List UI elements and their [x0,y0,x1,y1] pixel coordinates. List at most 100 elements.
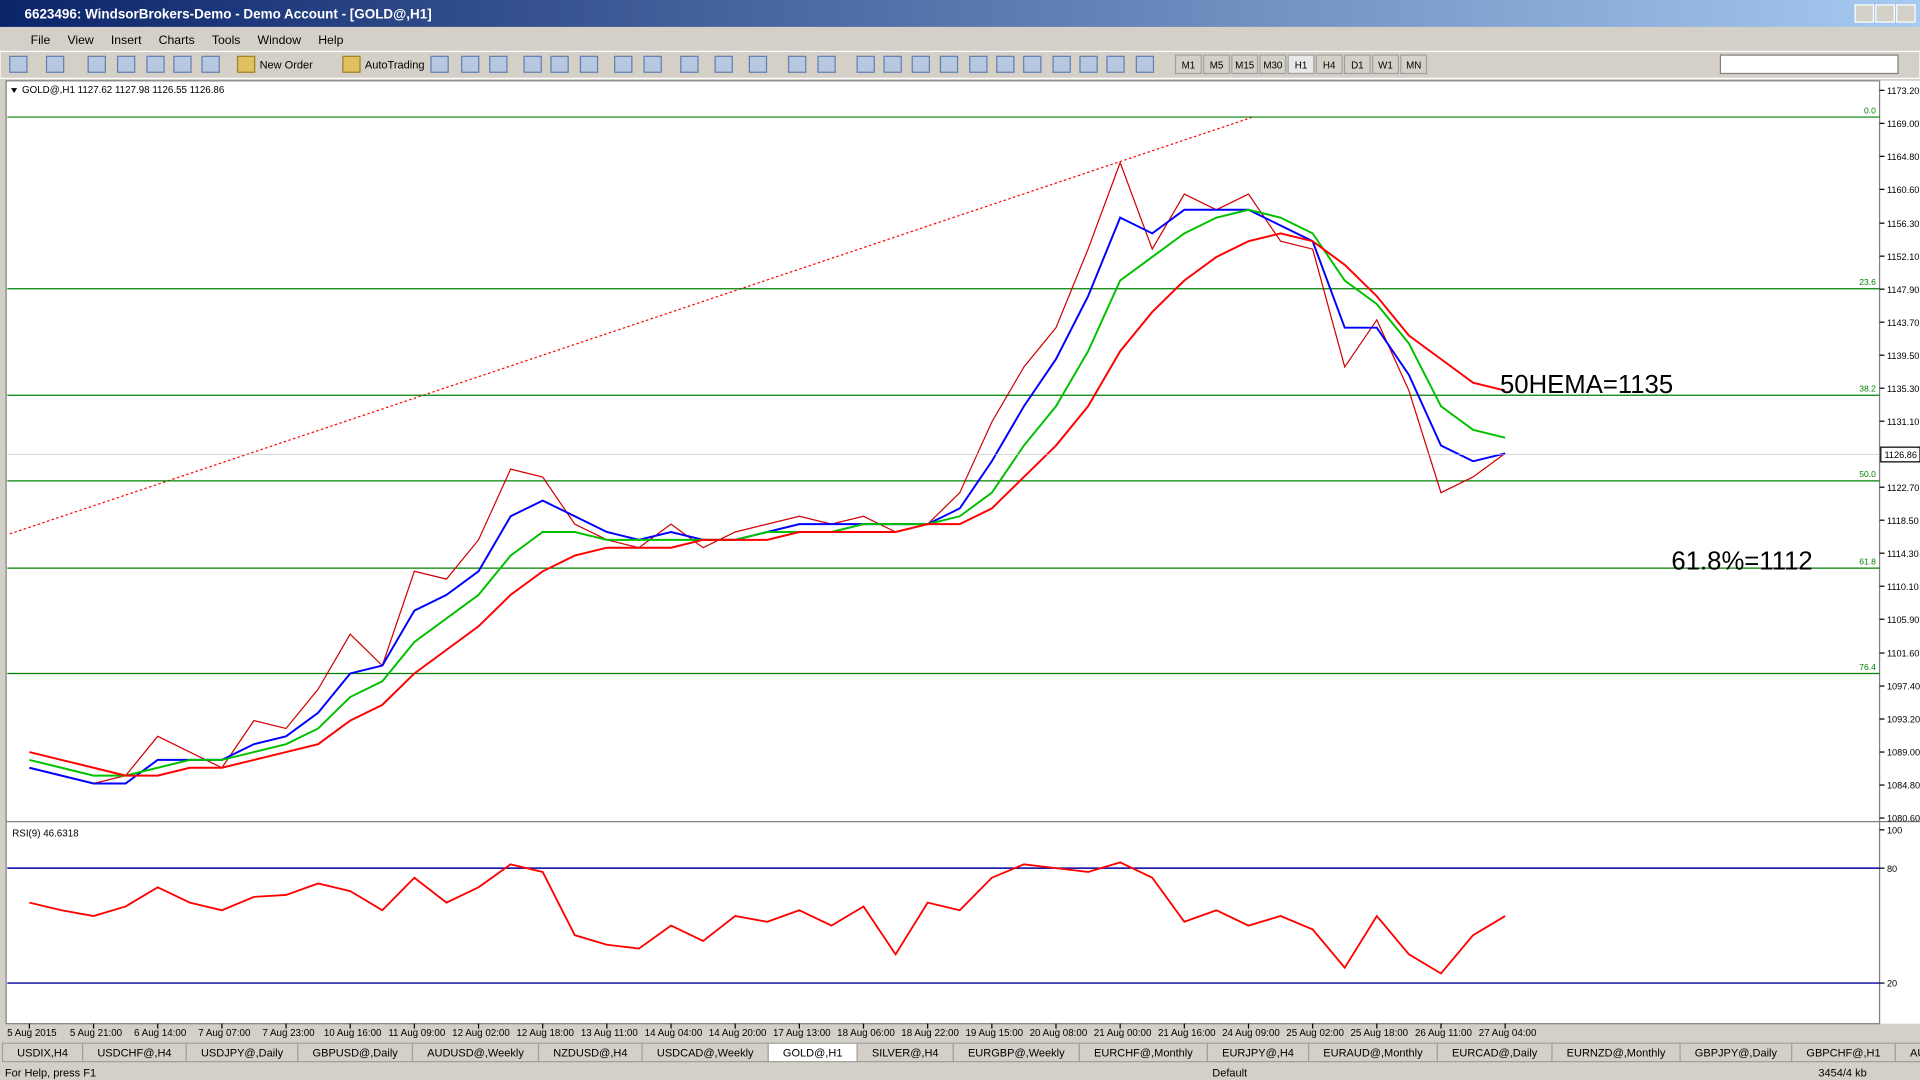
x-tick-label: 27 Aug 04:00 [1479,1028,1537,1039]
timeframe-label[interactable]: M15 [1235,61,1255,72]
x-tick-label: 17 Aug 13:00 [773,1028,831,1039]
timeframe-label[interactable]: D1 [1351,61,1364,72]
toolbar-icon[interactable] [911,55,931,73]
maximize-button[interactable] [1875,4,1895,23]
close-button[interactable] [1896,4,1916,23]
rsi-header: RSI(9) 46.6318 [12,828,79,839]
toolbar-icon[interactable] [714,55,733,73]
chart-tab-label[interactable]: AUDNZD@,Monthly [1910,1048,1920,1060]
toolbar-button[interactable]: AutoTrading [365,60,425,72]
chart-tab-label[interactable]: USDCHF@,H4 [97,1048,171,1060]
chart-tab-label[interactable]: USDIX,H4 [17,1048,68,1060]
timeframe-button[interactable] [1231,54,1259,75]
x-tick-label: 24 Aug 09:00 [1222,1028,1280,1039]
toolbar-icon[interactable] [614,55,633,73]
toolbar-icon[interactable] [680,55,699,73]
timeframe-button[interactable] [1203,54,1231,75]
x-tick-label: 7 Aug 07:00 [198,1028,251,1039]
minimize-button[interactable] [1854,4,1875,23]
chart-tab-label[interactable]: SILVER@,H4 [872,1048,939,1060]
menu-item[interactable]: File [31,33,51,47]
y-tick-label: 1131.10 [1887,417,1919,427]
menu-item[interactable]: View [67,33,93,47]
menu-item[interactable]: Help [318,33,343,47]
y-tick-label: 1122.70 [1887,483,1919,493]
y-tick-label: 1169.00 [1887,119,1919,129]
toolbar-button[interactable]: New Order [260,60,314,72]
toolbar-icon[interactable] [1023,55,1042,73]
toolbar-icon[interactable] [883,55,902,73]
timeframe-label[interactable]: M30 [1263,61,1283,72]
chart-tab-label[interactable]: EURJPY@,H4 [1222,1048,1294,1060]
timeframe-label[interactable]: M1 [1182,61,1196,72]
chart-tab-label[interactable]: EURGBP@,Weekly [968,1048,1065,1060]
chart-area [5,80,1881,1025]
toolbar-icon[interactable] [116,55,136,73]
toolbar-icon[interactable] [173,55,192,73]
timeframe-label[interactable]: M5 [1210,61,1224,72]
toolbar-icon[interactable] [969,55,988,73]
toolbar-icon[interactable] [856,55,875,73]
toolbar-icon[interactable] [146,55,165,73]
toolbar-icon[interactable] [489,55,508,73]
timeframe-button[interactable] [1287,54,1315,75]
timeframe-button[interactable] [1315,54,1343,75]
fib-label: 38.2 [1859,384,1876,394]
chart-tab-label[interactable]: USDCAD@,Weekly [657,1048,754,1060]
chart-tab-label[interactable]: EURCHF@,Monthly [1094,1048,1193,1060]
toolbar-icon[interactable] [996,55,1015,73]
toolbar-icon[interactable] [643,55,662,73]
timeframe-button[interactable] [1259,54,1287,75]
toolbar-icon[interactable] [87,55,106,73]
menu-item[interactable]: Tools [212,33,241,47]
menu-item[interactable]: Charts [159,33,195,47]
toolbar-icon[interactable] [1135,55,1155,73]
timeframe-button[interactable] [1174,54,1202,75]
toolbar-icon[interactable] [45,55,65,73]
chart-tab[interactable] [1894,1042,1920,1063]
timeframe-button[interactable] [1400,54,1428,75]
timeframe-label[interactable]: W1 [1378,61,1393,72]
toolbar-icon[interactable] [817,55,836,73]
annotation: 61.8%=1112 [1671,547,1812,575]
toolbar-icon[interactable] [9,55,28,73]
toolbar-icon[interactable] [748,55,768,73]
toolbar-icon[interactable] [579,55,599,73]
toolbar-icon[interactable] [787,55,807,73]
timeframe-label[interactable]: H1 [1295,61,1308,72]
ema-line [29,208,1506,777]
timeframe-button[interactable] [1343,54,1371,75]
toolbar-icon[interactable] [523,55,542,73]
menu-item[interactable]: Insert [111,33,142,47]
toolbar-icon[interactable] [461,55,480,73]
toolbar-icon[interactable] [201,55,220,73]
toolbar-icon[interactable] [939,55,959,73]
toolbar-icon[interactable] [236,55,256,73]
chart-tab-label[interactable]: USDJPY@,Daily [201,1048,284,1060]
toolbar-icon[interactable] [1052,55,1071,73]
toolbar-icon[interactable] [550,55,569,73]
toolbar-icon[interactable] [1079,55,1098,73]
chart-tab-label[interactable]: GBPJPY@,Daily [1695,1048,1778,1060]
y-tick-label: 1160.60 [1887,185,1919,195]
x-tick-label: 14 Aug 20:00 [709,1028,767,1039]
chart-tab-label[interactable]: NZDUSD@,H4 [553,1048,627,1060]
window-title: 6623496: WindsorBrokers-Demo - Demo Acco… [24,6,431,21]
toolbar-icon[interactable] [1106,55,1125,73]
fib-label: 0.0 [1864,105,1876,115]
chart-tab-label[interactable]: GOLD@,H1 [783,1048,843,1060]
search-box[interactable] [1719,54,1899,75]
timeframe-label[interactable]: MN [1406,61,1421,72]
chart-tab-label[interactable]: GBPCHF@,H1 [1806,1048,1880,1060]
toolbar-icon[interactable] [342,55,361,73]
chart-tab-label[interactable]: EURNZD@,Monthly [1567,1048,1666,1060]
menu-item[interactable]: Window [258,33,302,47]
chart-tab-label[interactable]: GBPUSD@,Daily [313,1048,399,1060]
x-tick-label: 25 Aug 18:00 [1350,1028,1408,1039]
chart-tab-label[interactable]: EURAUD@,Monthly [1323,1048,1423,1060]
toolbar-icon[interactable] [430,55,449,73]
timeframe-label[interactable]: H4 [1323,61,1336,72]
timeframe-button[interactable] [1372,54,1399,75]
chart-tab-label[interactable]: AUDUSD@,Weekly [427,1048,524,1060]
chart-tab-label[interactable]: EURCAD@,Daily [1452,1048,1538,1060]
